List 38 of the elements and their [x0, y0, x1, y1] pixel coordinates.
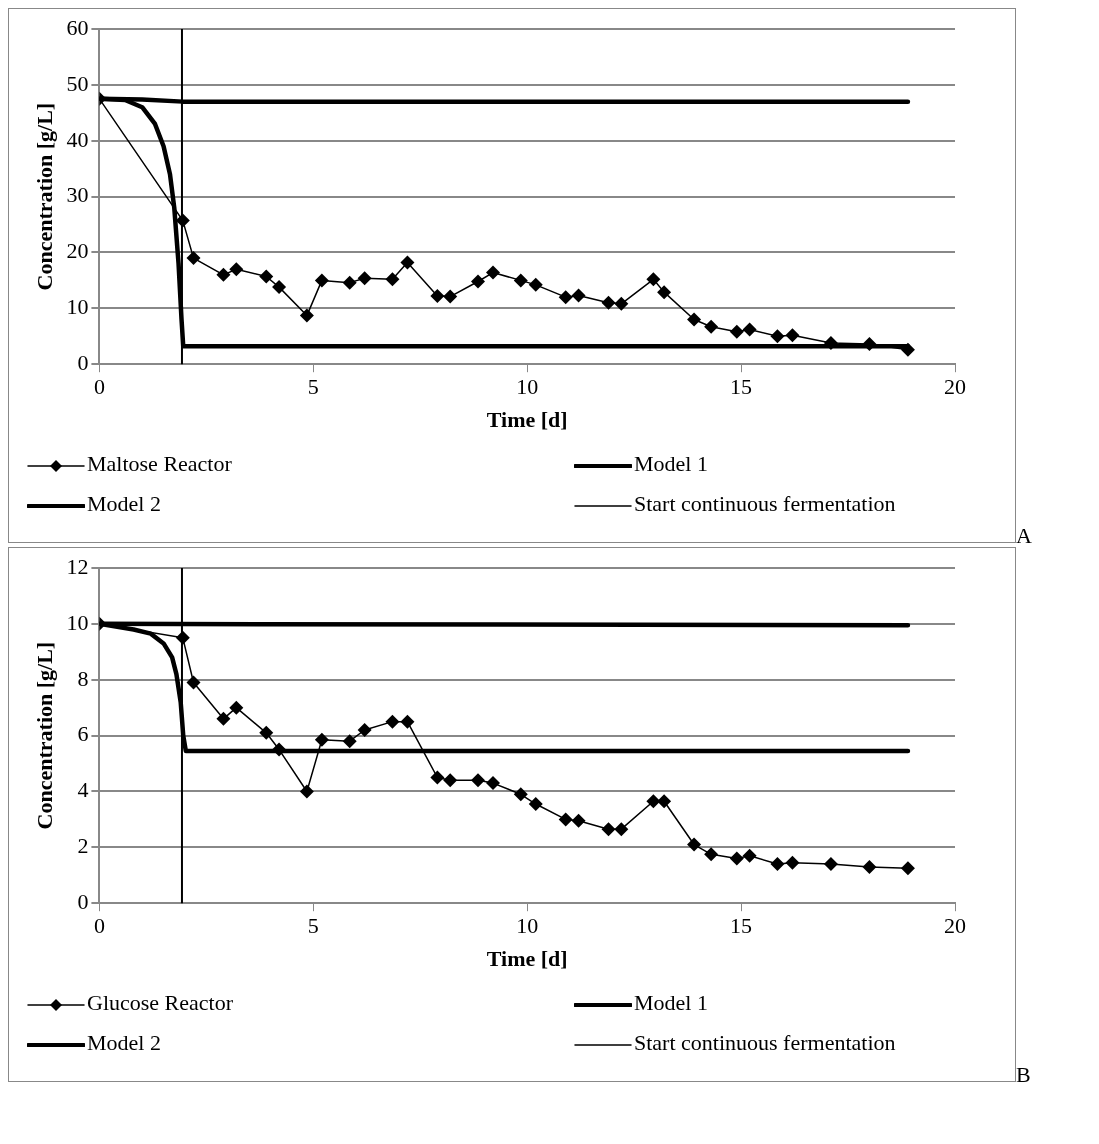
y-tick-label: 20 — [66, 238, 89, 264]
x-tick-label: 15 — [730, 374, 753, 400]
y-tick-label: 50 — [66, 70, 89, 96]
legend-label: Glucose Reactor — [87, 990, 233, 1015]
x-tick-label: 0 — [93, 913, 105, 939]
y-tick-label: 10 — [66, 294, 89, 320]
y-tick-label: 40 — [66, 126, 89, 152]
y-tick-label: 8 — [77, 665, 89, 691]
x-tick-label: 20 — [944, 374, 966, 400]
x-tick-label: 10 — [516, 374, 539, 400]
text: B — [1016, 1062, 1031, 1087]
y-tick-label: 60 — [66, 14, 89, 40]
legend-label: Model 1 — [634, 990, 708, 1015]
legend-label: Start continuous fermentation — [634, 491, 896, 516]
legend-label: Start continuous fermentation — [634, 1030, 896, 1055]
x-tick-label: 5 — [307, 374, 319, 400]
legend-label: Model 2 — [87, 1030, 161, 1055]
x-tick-label: 5 — [307, 913, 319, 939]
text: A — [1016, 523, 1032, 548]
y-tick-label: 10 — [66, 609, 89, 635]
y-tick-label: 4 — [77, 777, 89, 803]
x-tick-label: 0 — [93, 374, 105, 400]
y-tick-label: 12 — [66, 553, 89, 579]
y-tick-label: 0 — [77, 888, 89, 914]
legend-label: Model 1 — [634, 451, 708, 476]
x-tick-label: 20 — [944, 913, 966, 939]
x-axis-title: Time [d] — [486, 407, 568, 433]
y-tick-label: 6 — [77, 721, 89, 747]
y-axis-title: Concentration [g/L] — [31, 102, 57, 291]
x-axis-title: Time [d] — [486, 946, 568, 972]
y-axis-title: Concentration [g/L] — [31, 641, 57, 830]
x-tick-label: 10 — [516, 913, 539, 939]
y-tick-label: 0 — [77, 349, 89, 375]
legend-label: Model 2 — [87, 491, 161, 516]
legend-label: Maltose Reactor — [87, 451, 232, 476]
y-tick-label: 2 — [77, 833, 89, 859]
y-tick-label: 30 — [66, 182, 89, 208]
x-tick-label: 15 — [730, 913, 753, 939]
